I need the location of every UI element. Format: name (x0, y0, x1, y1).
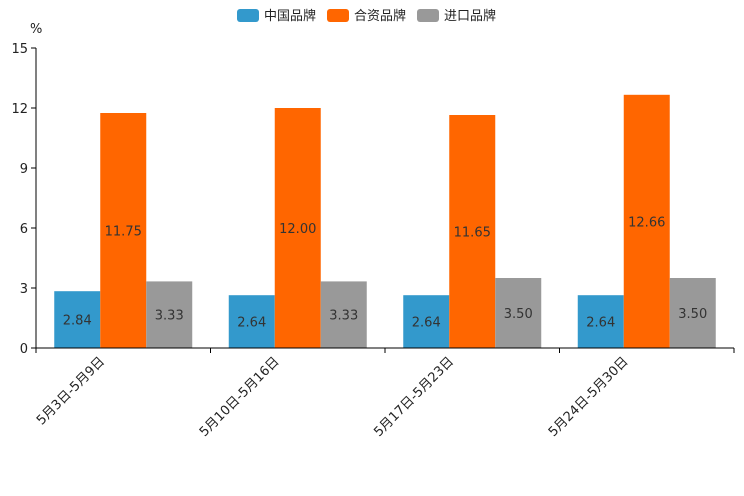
bar (320, 281, 367, 348)
y-tick-label: 15 (11, 42, 28, 57)
y-axis: 0 3 6 9 12 15 (11, 42, 37, 357)
legend-label: 合资品牌 (354, 8, 406, 24)
data-label: 3.50 (504, 307, 533, 322)
y-tick-label: 3 (20, 282, 28, 297)
data-label: 11.65 (454, 226, 491, 241)
data-label: 2.64 (237, 316, 266, 331)
data-label: 12.66 (628, 215, 665, 230)
legend-swatch (327, 9, 349, 22)
legend-swatch (237, 9, 259, 22)
data-label: 11.75 (105, 225, 142, 240)
bar (403, 295, 450, 348)
bar (669, 278, 716, 348)
y-tick-label: 12 (11, 102, 28, 117)
y-tick-label: 6 (20, 222, 28, 237)
bar (495, 278, 542, 348)
bar (228, 295, 275, 348)
y-tick-label: 0 (20, 342, 28, 357)
bar (623, 94, 670, 348)
legend-label: 中国品牌 (264, 8, 316, 24)
bar (274, 108, 321, 348)
data-label: 2.64 (412, 316, 441, 331)
x-axis: 5月3日-5月9日 5月10日-5月16日 5月17日-5月23日 5月24日-5月3… (34, 347, 735, 440)
bar (100, 113, 147, 348)
data-label: 3.33 (155, 309, 184, 324)
data-label: 2.64 (586, 316, 615, 331)
legend-swatch (417, 9, 439, 22)
bar (54, 291, 101, 348)
bars: 2.84 11.75 3.33 2.64 12.00 3.33 2.64 11.65 3.50 2… (54, 94, 716, 348)
y-axis-unit: % (30, 22, 42, 37)
legend: 中国品牌 合资品牌 进口品牌 (237, 8, 496, 24)
bar (577, 295, 624, 348)
data-label: 3.33 (329, 309, 358, 324)
x-category-label: 5月17日-5月23日 (371, 354, 457, 440)
legend-label: 进口品牌 (444, 8, 496, 24)
x-category-label: 5月10日-5月16日 (197, 354, 283, 440)
x-category-label: 5月3日-5月9日 (34, 354, 108, 428)
data-label: 3.50 (678, 307, 707, 322)
bar (449, 115, 496, 348)
y-tick-label: 9 (20, 162, 28, 177)
data-label: 2.84 (63, 314, 92, 329)
bar (146, 281, 193, 348)
data-label: 12.00 (279, 222, 316, 237)
x-category-label: 5月24日-5月30日 (546, 354, 632, 440)
